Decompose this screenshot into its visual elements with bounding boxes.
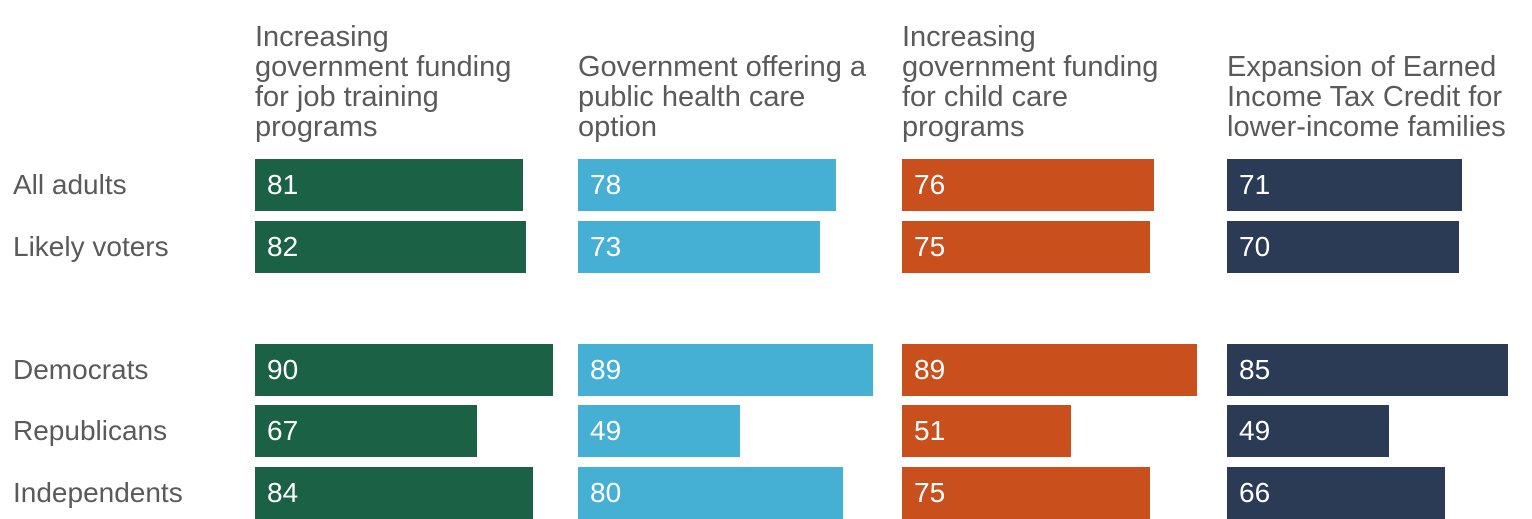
- bar: [902, 220, 1151, 273]
- value-label: 78: [590, 169, 622, 200]
- category-label: Independents: [13, 476, 183, 508]
- value-label: 75: [914, 230, 946, 262]
- value-label: 67: [267, 415, 299, 446]
- value-label: 85: [1239, 353, 1271, 385]
- value-label: 89: [914, 353, 946, 385]
- bar: [578, 466, 843, 519]
- category-label: Republicans: [13, 415, 168, 446]
- bar: [578, 220, 820, 273]
- bar: [902, 159, 1154, 211]
- bar: [255, 343, 553, 396]
- panel-title: Government offering a public health care…: [578, 51, 867, 143]
- value-label: 49: [590, 415, 622, 446]
- value-label: 76: [914, 169, 946, 200]
- value-label: 84: [267, 476, 299, 508]
- bar: [255, 220, 527, 273]
- bar: [578, 405, 741, 457]
- value-label: 81: [267, 169, 299, 200]
- bar: [1227, 343, 1509, 396]
- bar: [1227, 220, 1459, 273]
- bar: [255, 159, 524, 211]
- value-label: 51: [914, 415, 946, 446]
- bar: [902, 343, 1197, 396]
- value-label: 80: [590, 476, 622, 508]
- bar: [902, 466, 1151, 519]
- category-label: Democrats: [13, 353, 149, 385]
- value-label: 89: [590, 353, 622, 385]
- panel-title: Expansion of Earned Income Tax Credit fo…: [1227, 51, 1506, 143]
- bar: [255, 405, 477, 457]
- value-label: 70: [1239, 230, 1271, 262]
- value-label: 73: [590, 230, 622, 262]
- bar: [902, 405, 1071, 457]
- value-label: 71: [1239, 169, 1271, 200]
- panel-title: Increasing government funding for job tr…: [255, 21, 512, 143]
- value-label: 75: [914, 476, 946, 508]
- bar: [255, 466, 534, 519]
- bar: [1227, 405, 1390, 457]
- value-label: 66: [1239, 476, 1271, 508]
- category-label: All adults: [13, 169, 127, 200]
- value-label: 82: [267, 230, 299, 262]
- value-label: 90: [267, 353, 299, 385]
- bar: [578, 159, 837, 211]
- bar: [578, 343, 873, 396]
- bar: [1227, 466, 1446, 519]
- value-label: 49: [1239, 415, 1271, 446]
- bar: [1227, 159, 1462, 211]
- category-label: Likely voters: [13, 230, 169, 262]
- panel-title: Increasing government funding for child …: [902, 21, 1159, 143]
